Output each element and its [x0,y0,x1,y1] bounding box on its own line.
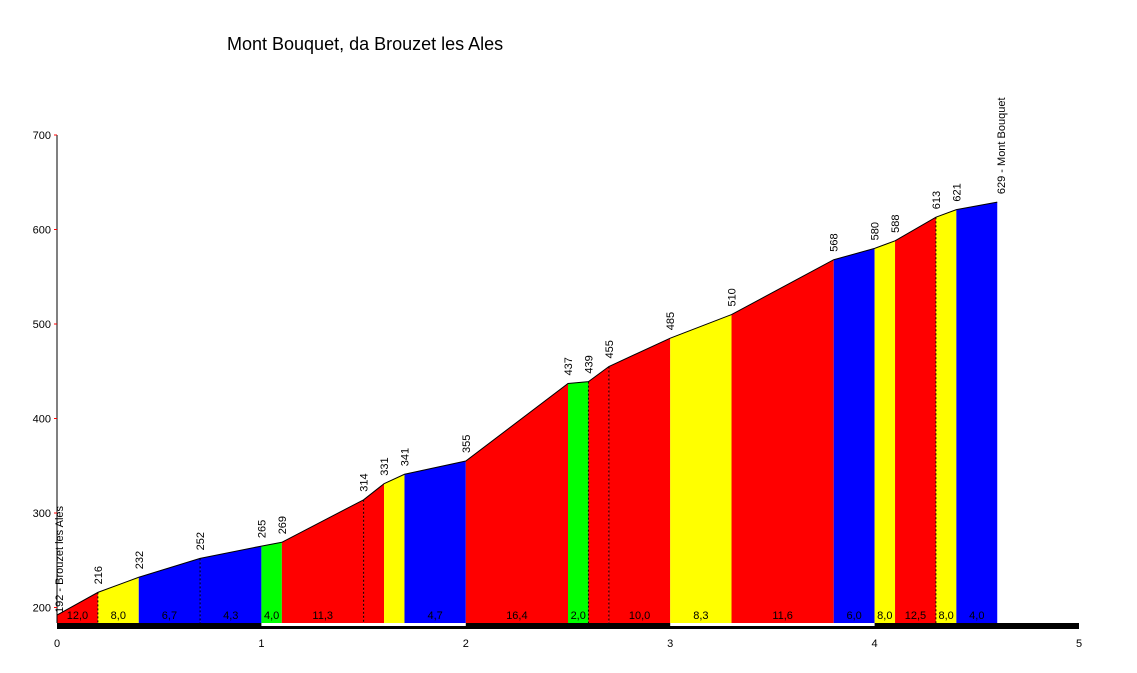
gradient-label-15: 6,0 [847,610,862,622]
gradient-label-9: 16,4 [506,610,527,622]
elevation-label-20: 629 - Mont Bouquet [996,97,1008,194]
gradient-label-16: 8,0 [877,610,892,622]
elevation-label-16: 580 [870,222,882,240]
elevation-label-12: 455 [604,340,616,358]
x-tick-label-2: 2 [463,638,469,650]
gradient-label-5: 11,3 [312,610,333,622]
elevation-label-6: 314 [359,473,371,491]
segment-10 [568,381,589,623]
baseline-bar [57,623,1079,629]
elevation-label-2: 232 [134,551,146,569]
x-tick-label-1: 1 [258,638,264,650]
y-tick-label-5: 700 [33,130,51,142]
elevation-label-13: 485 [665,312,677,330]
segment-0 [57,592,98,623]
y-tick-label-0: 200 [33,603,51,615]
segment-12 [608,338,671,623]
baseline-km-3 [670,623,875,626]
segment-19 [956,202,998,623]
gradient-label-10: 2,0 [571,610,586,622]
elevation-label-5: 269 [277,516,289,534]
elevation-label-3: 252 [195,532,207,550]
segment-14 [731,259,834,623]
segment-6 [363,483,385,623]
y-tick-label-4: 600 [33,225,51,237]
y-tick-label-3: 500 [33,319,51,331]
elevation-label-1: 216 [93,566,105,584]
segment-2 [138,558,201,623]
elevation-label-8: 341 [399,448,411,466]
segment-8 [404,461,466,623]
chart-title: Mont Bouquet, da Brouzet les Ales [227,34,504,54]
y-tick-label-1: 300 [33,508,51,520]
elevation-label-19: 621 [951,183,963,201]
profile-line [56,201,998,616]
gradient-label-4: 4,0 [264,610,279,622]
elevation-label-14: 510 [727,288,739,306]
segment-7 [384,474,405,623]
gradient-label-1: 8,0 [111,610,126,622]
elevation-label-9: 355 [461,435,473,453]
elevation-label-7: 331 [379,457,391,475]
segment-4 [261,542,282,623]
distance-baseline [57,623,1079,629]
axes: 200 300 400 500 600 700 0 1 2 3 4 5 [33,130,1082,650]
segment-9 [465,383,568,623]
gradient-label-13: 8,3 [693,610,708,622]
elevation-label-10: 437 [563,357,575,375]
elevation-label-4: 265 [256,520,268,538]
gradient-label-0: 12,0 [67,610,88,622]
elevation-label-11: 439 [583,355,595,373]
segment-18 [935,209,957,623]
segment-11 [588,366,609,623]
gradient-label-14: 11,6 [772,610,793,622]
elevation-label-0: 192 - Brouzet les Ales [54,505,66,613]
profile-outline [56,201,998,616]
baseline-km-1 [261,623,466,626]
segment-fills [57,202,998,623]
y-tick-label-2: 400 [33,414,51,426]
elevation-label-17: 588 [890,214,902,232]
x-tick-label-3: 3 [667,638,673,650]
gradient-labels: 12,0 8,0 6,7 4,3 4,0 11,3 4,7 16,4 2,0 10,0 8,3 11,… [67,610,985,622]
gradient-label-19: 4,0 [969,610,984,622]
elevation-label-18: 613 [931,191,943,209]
segment-3 [200,546,262,623]
gradient-label-12: 10,0 [629,610,650,622]
elevation-label-15: 568 [829,233,841,251]
elevation-labels: 192 - Brouzet les Ales 216 232 252 265 269 314… [54,97,1008,613]
segment-13 [670,314,732,623]
gradient-label-8: 4,7 [427,610,442,622]
gradient-label-17: 12,5 [905,610,926,622]
x-tick-label-4: 4 [872,638,878,650]
segment-17 [895,217,936,623]
x-tick-label-0: 0 [54,638,60,650]
gradient-label-3: 4,3 [223,610,238,622]
gradient-label-18: 8,0 [938,610,953,622]
gradient-label-2: 6,7 [162,610,177,622]
x-tick-label-5: 5 [1076,638,1082,650]
segment-16 [874,240,896,623]
segment-dividers [97,217,937,623]
segment-5 [281,499,364,623]
segment-15 [833,248,875,623]
